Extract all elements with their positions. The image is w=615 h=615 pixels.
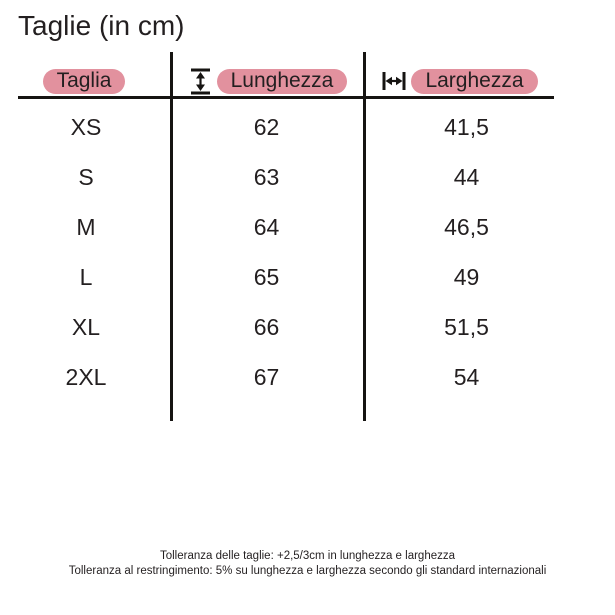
larghezza-header-label: Larghezza xyxy=(425,69,524,92)
header-underline xyxy=(18,96,554,99)
length-cell: 67 xyxy=(253,363,280,390)
table-row-s: S 63 44 xyxy=(18,152,554,202)
size-cell: XL xyxy=(71,313,101,340)
length-cell: 64 xyxy=(253,213,280,240)
table-row-l: L 65 49 xyxy=(18,252,554,302)
taglia-header-label: Taglia xyxy=(56,69,112,92)
width-cell: 46,5 xyxy=(444,213,489,240)
horizontal-double-arrow-icon xyxy=(382,72,406,90)
size-cell: 2XL xyxy=(65,363,107,390)
size-cell: XS xyxy=(70,113,102,140)
table-row-xl: XL 66 51,5 xyxy=(18,302,554,352)
size-cell: S xyxy=(78,163,94,190)
width-cell: 51,5 xyxy=(444,313,489,340)
width-cell: 44 xyxy=(453,163,480,190)
table-header-row: Taglia Lunghezza Larghezza xyxy=(0,64,615,98)
table-row-2xl: 2XL 67 54 xyxy=(18,352,554,402)
table-row-m: M 64 46,5 xyxy=(18,202,554,252)
column-divider-2 xyxy=(363,52,366,421)
length-cell: 62 xyxy=(253,113,280,140)
width-cell: 41,5 xyxy=(444,113,489,140)
table-row-xs: XS 62 41,5 xyxy=(18,102,554,152)
width-cell: 54 xyxy=(453,363,480,390)
page-title: Taglie (in cm) xyxy=(18,10,185,41)
vertical-double-arrow-icon xyxy=(190,68,210,94)
larghezza-header-highlight: Larghezza xyxy=(411,68,538,94)
header-cell-taglia: Taglia xyxy=(18,64,170,98)
length-cell: 66 xyxy=(253,313,280,340)
table-body: XS 62 41,5 S 63 44 M 64 46,5 L 65 49 XL … xyxy=(18,102,554,402)
tolerance-note-sizes: Tolleranza delle taglie: +2,5/3cm in lun… xyxy=(159,550,456,562)
lunghezza-header-highlight: Lunghezza xyxy=(216,68,348,94)
width-cell: 49 xyxy=(453,263,480,290)
length-cell: 63 xyxy=(253,163,280,190)
lunghezza-header-label: Lunghezza xyxy=(230,69,334,92)
size-cell: M xyxy=(76,213,96,240)
header-cell-larghezza: Larghezza xyxy=(366,64,554,98)
taglia-header-highlight: Taglia xyxy=(42,68,126,94)
tolerance-note-shrinkage: Tolleranza al restringimento: 5% su lung… xyxy=(68,565,547,577)
length-cell: 65 xyxy=(253,263,280,290)
size-cell: L xyxy=(79,263,93,290)
column-divider-1 xyxy=(170,52,173,421)
header-cell-lunghezza: Lunghezza xyxy=(173,64,363,98)
